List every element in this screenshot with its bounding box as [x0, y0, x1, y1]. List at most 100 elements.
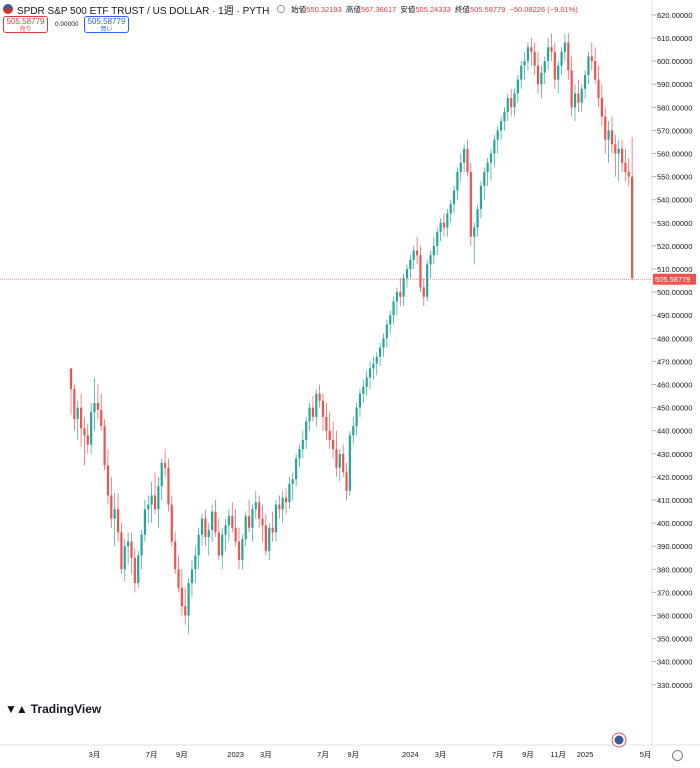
y-tick-label: 540.00000: [657, 196, 692, 205]
candle-body: [174, 541, 177, 570]
candle-body: [449, 204, 452, 214]
x-tick-label: 7月: [146, 750, 158, 759]
candle-body: [288, 483, 291, 503]
sell-button[interactable]: 505.58779 売り: [3, 16, 48, 33]
candle-body: [573, 93, 577, 108]
symbol-title[interactable]: SPDR S&P 500 ETF TRUST / US DOLLAR · 1週 …: [17, 5, 270, 17]
close-label: 終値: [454, 4, 470, 14]
candle-body: [103, 426, 106, 466]
y-tick-label: 460.00000: [657, 381, 692, 390]
candle-body: [264, 525, 267, 551]
y-tick-label: 400.00000: [657, 519, 692, 528]
x-tick-label: 3月: [435, 750, 447, 759]
tradingview-logo-icon: ▼▲: [5, 702, 28, 716]
candle-body: [73, 389, 76, 420]
settings-icon[interactable]: [672, 750, 683, 761]
y-tick-label: 360.00000: [657, 612, 692, 621]
candle-body: [127, 541, 130, 547]
y-tick-label: 410.00000: [657, 496, 692, 505]
y-tick-label: 370.00000: [657, 588, 692, 597]
y-tick-label: 580.00000: [657, 103, 692, 112]
candle-body: [516, 79, 519, 94]
candle-body: [614, 144, 617, 154]
last-price-tag: [653, 273, 696, 285]
candle-body: [486, 162, 489, 172]
candle-body: [426, 264, 429, 297]
candle-body: [600, 98, 603, 117]
candle-body: [137, 555, 140, 584]
candle-body: [580, 88, 583, 103]
candle-body: [473, 227, 476, 237]
candle-body: [567, 42, 570, 71]
y-tick-label: 550.00000: [657, 173, 692, 182]
candle-body: [446, 213, 449, 228]
chart-header: SPDR S&P 500 ETF TRUST / US DOLLAR · 1週 …: [3, 2, 578, 17]
candle-body: [510, 98, 513, 108]
candle-body: [523, 61, 526, 66]
candle-body: [513, 93, 516, 108]
last-price-label: 505.58779: [655, 275, 690, 284]
x-tick-label: 2024: [402, 750, 419, 759]
candle-body: [120, 532, 123, 570]
logo-text: TradingView: [30, 702, 102, 716]
candle-body: [493, 139, 496, 154]
candle-body: [496, 130, 499, 140]
candle-body: [281, 497, 284, 510]
visibility-dot-icon[interactable]: [277, 5, 286, 13]
candle-body: [631, 176, 634, 279]
candle-body: [348, 435, 351, 491]
tradingview-logo[interactable]: ▼▲ TradingView: [5, 702, 101, 716]
y-tick-label: 420.00000: [657, 473, 692, 482]
candle-body: [291, 479, 294, 484]
candle-body: [113, 509, 116, 519]
candle-body: [116, 509, 120, 533]
candle-body: [550, 47, 553, 52]
candle-body: [261, 518, 264, 526]
candle-body: [328, 430, 331, 440]
y-tick-label: 380.00000: [657, 565, 692, 574]
x-tick-label: 5月: [640, 750, 652, 759]
candle-body: [459, 162, 462, 172]
candle-body: [106, 465, 110, 496]
candle-body: [520, 65, 523, 80]
y-tick-label: 610.00000: [657, 34, 692, 43]
candle-body: [597, 79, 600, 99]
y-tick-label: 490.00000: [657, 311, 692, 320]
candle-body: [278, 504, 281, 510]
candle-body: [483, 171, 486, 186]
y-tick-label: 500.00000: [657, 288, 692, 297]
candle-body: [227, 516, 231, 526]
candle-body: [506, 98, 509, 112]
candle-body: [436, 232, 439, 246]
candle-body: [274, 504, 278, 533]
candle-body: [177, 569, 180, 588]
candle-body: [143, 509, 147, 535]
candle-body: [399, 292, 402, 297]
candle-body: [123, 546, 126, 570]
candle-body: [469, 171, 472, 237]
candle-body: [69, 368, 73, 390]
candle-body: [237, 541, 241, 561]
candle-body: [583, 74, 587, 89]
y-tick-label: 340.00000: [657, 658, 692, 667]
candle-body: [442, 222, 446, 228]
buy-button[interactable]: 505.58779 買い: [84, 16, 129, 33]
candle-body: [463, 148, 466, 163]
candle-body: [187, 583, 190, 616]
candle-body: [338, 453, 341, 468]
candle-body: [321, 400, 325, 417]
y-tick-label: 470.00000: [657, 357, 692, 366]
candle-body: [412, 250, 415, 260]
candle-body: [352, 426, 355, 436]
candle-body: [271, 527, 274, 533]
candle-body: [194, 555, 197, 570]
candle-body: [244, 516, 247, 540]
open-value: 550.32193: [306, 4, 342, 14]
candle-body: [389, 315, 392, 325]
y-tick-label: 510.00000: [657, 265, 692, 274]
buy-label: 買い: [100, 27, 113, 33]
candle-body: [211, 511, 214, 531]
candle-body: [345, 472, 348, 491]
candle-body: [167, 467, 170, 505]
